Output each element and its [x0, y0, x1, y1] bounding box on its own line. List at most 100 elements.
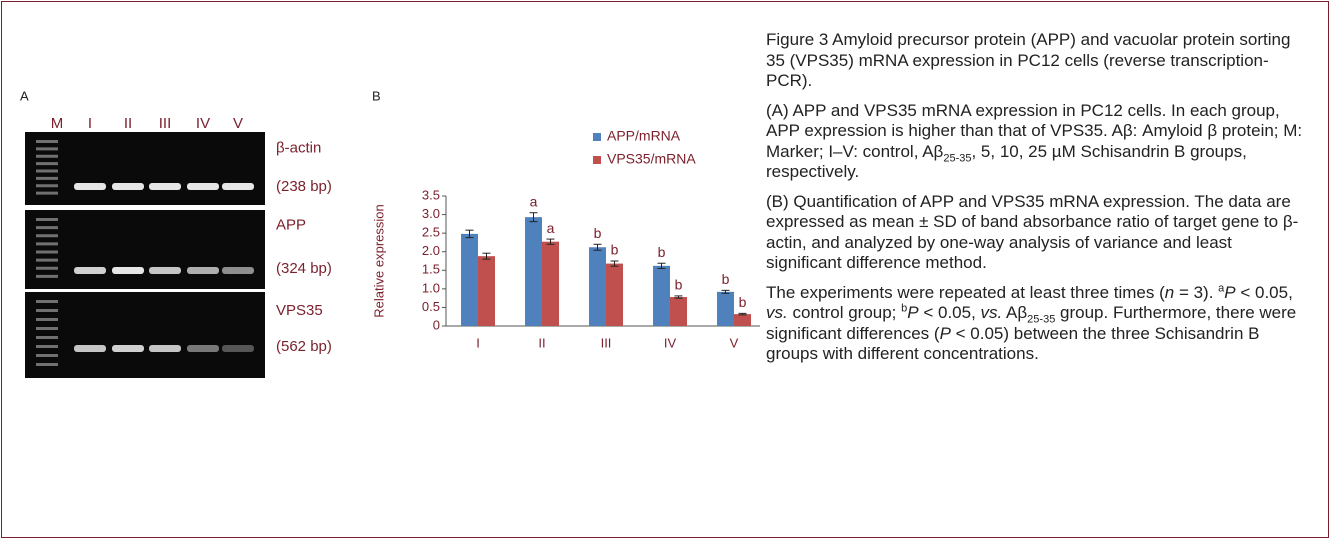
- caption-paragraph: (B) Quantification of APP and VPS35 mRNA…: [766, 192, 1311, 274]
- bar: [542, 242, 559, 326]
- ladder-band: [36, 177, 58, 180]
- italic: P: [940, 324, 951, 343]
- subscript: 25-35: [943, 152, 971, 164]
- ladder-band: [36, 242, 58, 245]
- gel-band: [149, 345, 181, 352]
- gel-band: [187, 267, 219, 274]
- x-tick-label: III: [601, 335, 612, 350]
- y-tick-label: 0.5: [422, 299, 440, 314]
- significance-label: b: [611, 242, 619, 258]
- legend-swatch: [593, 133, 601, 141]
- gel-band: [149, 267, 181, 274]
- significance-label: b: [675, 277, 683, 293]
- gel-band: [74, 267, 106, 274]
- ladder-band: [36, 170, 58, 173]
- ladder-band: [36, 354, 58, 357]
- text: (B) Quantification of APP and VPS35 mRNA…: [766, 192, 1298, 273]
- gel-band: [222, 267, 254, 274]
- gene-size: (324 bp): [276, 260, 332, 277]
- x-tick-label: V: [730, 335, 739, 350]
- ladder-band: [36, 267, 58, 270]
- gel-image: [25, 132, 265, 205]
- ladder-band: [36, 147, 58, 150]
- legend-label: APP/mRNA: [607, 128, 681, 144]
- lane-label: II: [124, 115, 132, 132]
- gel-band: [187, 183, 219, 190]
- ladder-band: [36, 226, 58, 229]
- gel-band: [222, 345, 254, 352]
- ladder-band: [36, 345, 58, 348]
- ladder-band: [36, 234, 58, 237]
- y-tick-label: 3.0: [422, 206, 440, 221]
- y-axis-label: Relative expression: [371, 204, 386, 317]
- gel-band: [149, 183, 181, 190]
- ladder-band: [36, 140, 58, 143]
- lane-label: M: [51, 115, 64, 132]
- text: = 3).: [1174, 283, 1218, 302]
- gel-image: [25, 292, 265, 378]
- gene-label: β-actin: [276, 139, 321, 156]
- gel-band: [112, 267, 144, 274]
- bar: [734, 314, 751, 326]
- x-tick-label: II: [538, 335, 545, 350]
- y-tick-label: 1.5: [422, 262, 440, 277]
- significance-label: b: [722, 271, 730, 287]
- ladder-band: [36, 251, 58, 254]
- gene-label: APP: [276, 216, 306, 233]
- significance-label: a: [530, 193, 538, 209]
- bar: [478, 256, 495, 326]
- significance-label: b: [594, 225, 602, 241]
- caption-paragraph: (A) APP and VPS35 mRNA expression in PC1…: [766, 101, 1311, 183]
- panel-label: A: [20, 88, 29, 103]
- ladder-band: [36, 162, 58, 165]
- y-tick-label: 2.5: [422, 225, 440, 240]
- significance-label: a: [547, 220, 555, 236]
- ladder-band: [36, 336, 58, 339]
- ladder-band: [36, 218, 58, 221]
- ladder-band: [36, 192, 58, 195]
- text: < 0.05,: [919, 303, 981, 322]
- y-tick-label: 0: [433, 317, 440, 332]
- text: Aβ: [1002, 303, 1027, 322]
- text: The experiments were repeated at least t…: [766, 283, 1165, 302]
- lane-label: I: [88, 115, 92, 132]
- ladder-band: [36, 184, 58, 187]
- gel-band: [112, 183, 144, 190]
- ladder-band: [36, 275, 58, 278]
- gel-band: [222, 183, 254, 190]
- italic: P: [907, 303, 918, 322]
- ladder-band: [36, 259, 58, 262]
- text: Figure 3 Amyloid precursor protein (APP)…: [766, 30, 1290, 90]
- panel-label: B: [372, 88, 381, 103]
- gene-label: VPS35: [276, 302, 323, 319]
- x-tick-label: I: [476, 335, 480, 350]
- bar: [670, 297, 687, 326]
- italic: vs.: [766, 303, 788, 322]
- italic: vs.: [981, 303, 1003, 322]
- ladder-band: [36, 363, 58, 366]
- ladder-band: [36, 309, 58, 312]
- gel-band: [74, 345, 106, 352]
- lane-label: III: [159, 115, 172, 132]
- caption: Figure 3 Amyloid precursor protein (APP)…: [766, 30, 1311, 374]
- y-tick-label: 1.0: [422, 280, 440, 295]
- text: control group;: [788, 303, 901, 322]
- bar: [606, 264, 623, 326]
- gene-size: (562 bp): [276, 338, 332, 355]
- gel-band: [112, 345, 144, 352]
- bar: [717, 292, 734, 326]
- bar: [653, 266, 670, 326]
- ladder-band: [36, 327, 58, 330]
- bar: [461, 234, 478, 326]
- significance-label: b: [658, 244, 666, 260]
- italic: P: [1224, 283, 1235, 302]
- text: < 0.05,: [1236, 283, 1293, 302]
- caption-title: Figure 3 Amyloid precursor protein (APP)…: [766, 30, 1311, 92]
- ladder-band: [36, 318, 58, 321]
- lane-label: V: [233, 115, 243, 132]
- lane-label: IV: [196, 115, 210, 132]
- gene-size: (238 bp): [276, 178, 332, 195]
- italic: n: [1165, 283, 1174, 302]
- caption-paragraph: The experiments were repeated at least t…: [766, 283, 1311, 365]
- bar: [525, 217, 542, 326]
